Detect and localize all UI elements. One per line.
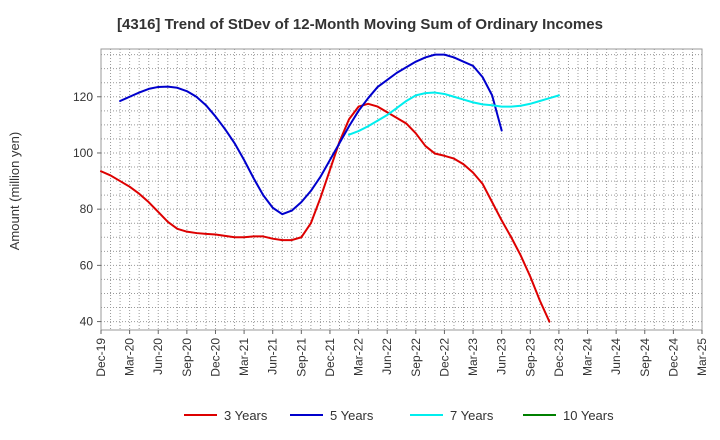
x-tick-label: Dec-24 [666,338,680,377]
x-tick-label: Mar-21 [237,338,251,376]
x-tick-label: Mar-23 [466,338,480,376]
legend-label: 5 Years [330,408,374,423]
series-line-5-years [119,53,503,216]
x-tick-label: Mar-25 [695,338,709,376]
plot-frame [100,48,703,331]
y-axis-label: Amount (million yen) [7,132,22,251]
x-tick-label: Sep-21 [294,338,308,377]
series-line-7-years [348,91,560,136]
y-tick-label: 100 [73,146,93,160]
y-tick-label: 80 [80,202,94,216]
x-tick-label: Jun-24 [609,338,623,375]
x-tick-label: Mar-24 [581,338,595,376]
legend-label: 7 Years [450,408,494,423]
x-tick-label: Mar-20 [123,338,137,376]
legend: 3 Years 5 Years 7 Years 10 Years [184,408,614,423]
x-tick-label: Jun-23 [495,338,509,375]
x-tick-label: Sep-20 [180,338,194,377]
x-tick-label: Sep-24 [638,338,652,377]
grid [101,49,702,330]
x-tick-label: Sep-23 [523,338,537,377]
x-tick-label: Dec-19 [94,338,108,377]
y-axis-ticks: 40 60 80 100 120 [73,90,101,329]
x-axis-ticks: Dec-19 Mar-20 Jun-20 Sep-20 Dec-20 Mar-21 Jun-… [94,330,709,377]
series-lines [100,53,560,323]
y-tick-label: 60 [80,258,94,272]
x-tick-label: Jun-20 [151,338,165,375]
x-tick-label: Sep-22 [409,338,423,377]
x-tick-label: Dec-22 [437,338,451,377]
x-tick-label: Jun-22 [380,338,394,375]
x-tick-label: Mar-22 [352,338,366,376]
y-tick-label: 120 [73,90,93,104]
x-tick-label: Jun-21 [266,338,280,375]
chart-title: [4316] Trend of StDev of 12-Month Moving… [117,16,603,33]
x-tick-label: Dec-21 [323,338,337,377]
legend-label: 10 Years [563,408,614,423]
y-tick-label: 40 [80,315,94,329]
series-line-3-years [100,102,551,323]
x-tick-label: Dec-20 [208,338,222,377]
x-tick-label: Dec-23 [552,338,566,377]
legend-label: 3 Years [224,408,268,423]
